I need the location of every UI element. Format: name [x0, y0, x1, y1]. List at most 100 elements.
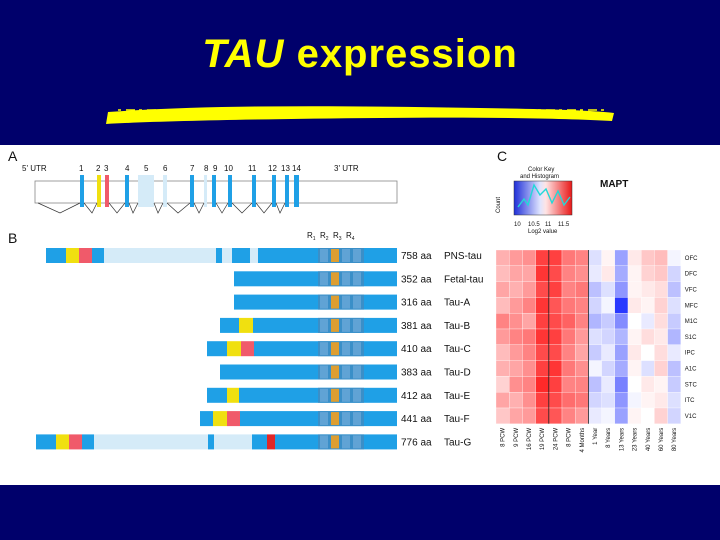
heatmap-cell [509, 249, 523, 266]
repeat-block [331, 295, 339, 309]
color-key-ylabel: Count [496, 197, 502, 213]
isoform-bar [220, 317, 397, 333]
heatmap-col-label: 1 Year [593, 428, 599, 445]
repeat-labels: R1 R2 R3 R4 [307, 231, 355, 242]
heatmap-cell [509, 407, 523, 424]
heatmap-cell [509, 265, 523, 282]
heatmap-cell [667, 328, 681, 345]
exon-label: 12 [268, 164, 277, 173]
heatmap-cell [667, 297, 681, 314]
color-key-tick: 10.5 [528, 222, 540, 228]
repeat-block [331, 388, 339, 402]
repeat-block [342, 412, 350, 426]
repeat-sub: 4 [352, 236, 355, 242]
heatmap-cell [495, 249, 510, 266]
repeat-block [353, 342, 361, 356]
heatmap-cell [509, 297, 523, 314]
exon-12 [272, 175, 276, 207]
repeat-label: R4 [346, 231, 355, 242]
heatmap-cell [627, 360, 642, 377]
isoform-bar [207, 341, 397, 357]
heatmap-col-label: 8 PCW [567, 427, 573, 446]
repeat-r: R [320, 231, 326, 240]
repeat-block [353, 272, 361, 286]
heatmap-col-label: 24 PCW [553, 427, 559, 450]
color-key-xlabel: Log2 value [528, 229, 558, 235]
heatmap-cell [588, 313, 602, 330]
heatmap-cell [561, 376, 576, 393]
panel-b-label: B [8, 230, 17, 246]
heatmap-row-label: IPC [685, 351, 696, 357]
heatmap-row-labels: OFC DFC VFC MFC M1C S1C IPC A1C STC ITC V1C [685, 256, 699, 420]
isoform-segment [46, 248, 66, 263]
isoform-length: 758 aa [401, 251, 432, 262]
heatmap-cell [495, 344, 510, 361]
exon-label: 13 [281, 164, 290, 173]
heatmap-cell [575, 249, 589, 266]
repeat-block [342, 435, 350, 449]
slide-title: TAU expression [0, 32, 720, 77]
repeat-sub: 2 [326, 236, 329, 242]
isoform-segment [200, 411, 213, 427]
heatmap-cell [627, 281, 642, 298]
heatmap-cell [601, 392, 615, 409]
repeat-region [318, 341, 364, 357]
repeat-block [342, 249, 350, 262]
heatmap-cell [588, 376, 602, 393]
utr3-label: 3' UTR [334, 164, 359, 173]
isoform-length: 383 aa [401, 368, 432, 379]
isoform-name: Tau-C [444, 344, 471, 355]
heatmap-cell [535, 297, 549, 314]
exon-label: 5 [144, 164, 149, 173]
isoform-bar [220, 364, 397, 380]
exon-6 [163, 175, 167, 207]
repeat-block [353, 388, 361, 402]
heatmap-col-labels: 8 PCW 9 PCW 16 PCW 19 PCW 24 PCW 8 PCW 4 Month… [501, 427, 679, 452]
repeat-block [320, 318, 328, 332]
panel-c: C Color Key and Histogram Count 10 10.5 … [495, 148, 699, 452]
heatmap-cell [575, 281, 589, 298]
exon-13 [285, 175, 289, 207]
heatmap-cell [575, 313, 589, 330]
underline-stroke [106, 106, 614, 124]
color-key: Color Key and Histogram Count 10 10.5 11… [496, 167, 573, 235]
heatmap-cell [601, 249, 615, 266]
repeat-block [342, 272, 350, 286]
heatmap-cell [601, 344, 615, 361]
repeat-block [331, 318, 339, 332]
isoform-segment [227, 411, 240, 427]
heatmap-cell [627, 407, 642, 424]
heatmap [495, 249, 681, 424]
heatmap-cell [654, 392, 668, 409]
color-key-tick: 11.5 [558, 222, 570, 228]
repeat-block [320, 435, 328, 449]
heatmap-cell [509, 376, 523, 393]
isoform-segment [66, 248, 79, 263]
exon-3 [105, 175, 109, 207]
heatmap-cell [667, 281, 681, 298]
color-key-title-line2: and Histogram [520, 174, 559, 180]
slide-title-rest: expression [284, 32, 518, 76]
gene-name-label: MAPT [600, 179, 628, 190]
heatmap-cell [548, 265, 563, 282]
heatmap-cell [614, 407, 629, 424]
heatmap-cell [667, 376, 681, 393]
exon-label: 14 [292, 164, 301, 173]
repeat-region [318, 294, 364, 310]
heatmap-cell [627, 297, 642, 314]
heatmap-cell [641, 392, 655, 409]
heatmap-cell [575, 392, 589, 409]
heatmap-col-label: 8 PCW [501, 427, 507, 446]
heatmap-cell [614, 392, 629, 409]
repeat-block [342, 365, 350, 379]
heatmap-cell [495, 360, 510, 377]
heatmap-cell [667, 265, 681, 282]
panel-a: A 5' UTR 3' UTR 1 2 3 4 5 6 7 8 9 10 11 … [8, 148, 398, 214]
heatmap-cell [654, 265, 668, 282]
heatmap-cell [522, 407, 536, 424]
heatmap-cell [601, 297, 615, 314]
heatmap-cell [614, 281, 629, 298]
heatmap-cell [535, 265, 549, 282]
color-key-title-line1: Color Key [528, 167, 554, 173]
repeat-block [353, 365, 361, 379]
